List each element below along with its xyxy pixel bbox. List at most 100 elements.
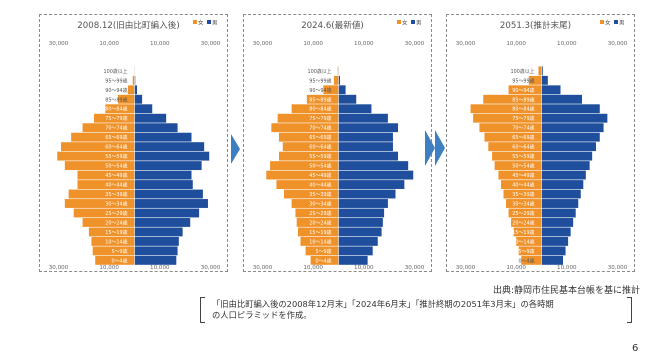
age-label: 55〜59歳: [309, 153, 331, 160]
legend-label-male: 男: [619, 20, 625, 27]
bar-male: [338, 75, 341, 85]
bar-male: [134, 255, 177, 265]
legend: 女男: [193, 19, 218, 27]
age-label: 55〜59歳: [105, 153, 127, 160]
age-label: 100歳以上: [510, 68, 534, 75]
bar-male: [541, 246, 566, 256]
bar-male: [338, 189, 396, 199]
page-number: 6: [632, 343, 639, 354]
bar-female: [297, 227, 339, 237]
bar-female: [521, 255, 542, 265]
age-label: 80〜84歳: [512, 106, 534, 113]
bar-male: [338, 142, 393, 152]
bar-male: [134, 123, 178, 133]
bar-female: [337, 66, 339, 76]
age-label: 20〜24歳: [309, 219, 331, 226]
bar-female: [503, 189, 542, 199]
bar-female: [291, 199, 339, 208]
bar-male: [541, 151, 593, 161]
bar-male: [134, 180, 193, 189]
age-label: 50〜54歳: [512, 163, 534, 170]
bar-female: [488, 142, 542, 152]
x-tick-bottom: 10,000: [506, 265, 526, 271]
bar-female: [64, 199, 135, 208]
bar-male: [134, 218, 191, 227]
bar-female: [57, 151, 135, 161]
pyramid-chart-2024: 2024.6(最新値) 女男30,000 10,000 10,000 30,00030,…: [253, 19, 425, 272]
x-tick-top: 30,000: [456, 41, 476, 47]
age-label: 60〜64歳: [512, 144, 534, 151]
bar-female: [516, 236, 542, 246]
bar-female: [518, 246, 542, 256]
bar-male: [338, 180, 405, 189]
age-label: 85〜89歳: [512, 96, 534, 103]
bar-male: [541, 104, 600, 114]
note-line-1: 「旧由比町編入後の2008年12月末」「2024年6月末」「推計終期の2051年…: [212, 299, 554, 309]
bar-male: [134, 208, 200, 218]
x-tick-top: 30,000: [608, 41, 628, 47]
age-label: 30〜34歳: [512, 200, 534, 207]
bar-female: [105, 104, 135, 114]
legend-label-male: 男: [416, 20, 422, 27]
bar-female: [71, 132, 135, 142]
bar-female: [479, 123, 542, 133]
age-label: 55〜59歳: [512, 153, 534, 160]
age-label: 60〜64歳: [105, 144, 127, 151]
bar-male: [134, 246, 178, 256]
x-tick-top: 10,000: [557, 41, 577, 47]
bar-female: [91, 236, 135, 246]
x-tick-bottom: 30,000: [253, 265, 273, 271]
bar-male: [541, 236, 569, 246]
bar-male: [541, 227, 571, 237]
x-tick-top: 10,000: [150, 41, 170, 47]
x-tick-top: 30,000: [49, 41, 69, 47]
bar-female: [483, 94, 542, 104]
x-tick-top: 30,000: [201, 41, 221, 47]
chart-title: 2008.12(旧由比町編入後): [77, 19, 179, 31]
bar-female: [470, 104, 542, 114]
bar-female: [77, 170, 135, 180]
x-tick-bottom: 30,000: [49, 265, 69, 271]
bar-male: [134, 75, 136, 85]
bar-male: [541, 180, 584, 189]
pyramid-panel-2024: 2024.6(最新値) 女男 30,000 10,000 10,000 30,000 30,…: [243, 14, 432, 272]
legend-swatch-male: [614, 20, 618, 24]
bar-male: [134, 227, 183, 237]
bar-male: [541, 142, 596, 152]
bar-male: [541, 123, 604, 133]
bar-male: [541, 208, 576, 218]
age-label: 90〜94歳: [309, 87, 331, 94]
bar-female: [511, 218, 542, 227]
age-label: 40〜44歳: [105, 182, 127, 189]
bar-male: [541, 189, 581, 199]
arrow-icon-single: [231, 134, 240, 164]
age-label: 75〜79歳: [512, 115, 534, 122]
x-tick-top: 10,000: [99, 41, 119, 47]
bar-male: [541, 85, 561, 95]
age-label: 25〜29歳: [105, 210, 127, 217]
age-label: 35〜39歳: [105, 191, 127, 198]
bar-female: [538, 66, 542, 76]
pyramid-panel-2008: 2008.12(旧由比町編入後) 女男 30,000 10,000 10,000 30,0…: [39, 14, 228, 272]
bar-female: [61, 142, 135, 152]
pyramid-panel-2051: 2051.3(推計末尾) 女男 30,000 10,000 10,000 30,000 30…: [446, 14, 635, 272]
pyramid-chart-2008: 2008.12(旧由比町編入後) 女男 30,000 10,000 10,000 30,0…: [49, 19, 221, 272]
legend-swatch-female: [193, 20, 197, 24]
age-label: 10〜14歳: [309, 238, 331, 245]
bar-male: [338, 123, 399, 133]
age-label: 50〜54歳: [309, 163, 331, 170]
bar-female: [323, 85, 339, 95]
legend-label-female: 女: [605, 19, 611, 27]
bar-female: [64, 161, 135, 171]
age-label: 5〜9歳: [111, 248, 127, 255]
legend-label-female: 女: [402, 19, 408, 27]
bar-male: [338, 132, 393, 142]
bar-female: [270, 161, 339, 171]
note-bracket-left: [200, 297, 205, 323]
age-label: 10〜14歳: [512, 238, 534, 245]
bar-male: [338, 94, 357, 104]
bar-female: [88, 227, 135, 237]
age-label: 70〜74歳: [512, 125, 534, 132]
bar-male: [541, 170, 586, 180]
bar-male: [541, 255, 564, 265]
